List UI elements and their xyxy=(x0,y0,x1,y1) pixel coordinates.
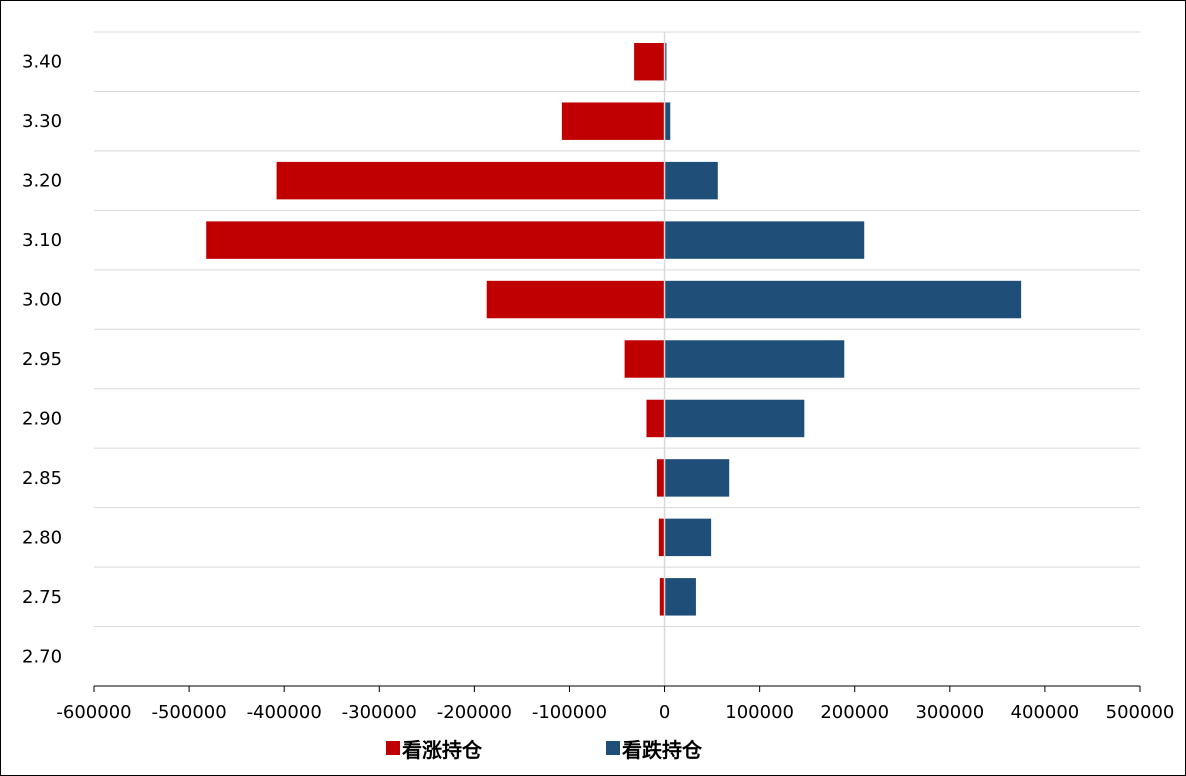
x-tick-label: 500000 xyxy=(1106,702,1175,723)
y-tick-label: 3.40 xyxy=(22,52,62,73)
legend-swatch xyxy=(606,741,620,755)
bar-call-3.30 xyxy=(561,102,665,140)
legend-label: 看跌持仓 xyxy=(622,738,703,762)
bar-put-2.75 xyxy=(664,578,696,616)
gridlines xyxy=(94,31,1140,628)
bar-put-3.20 xyxy=(664,161,718,200)
bar-put-2.80 xyxy=(664,518,712,557)
bar-call-3.20 xyxy=(276,161,665,200)
bars xyxy=(206,42,1022,616)
bar-call-3.40 xyxy=(634,42,665,81)
legend-swatch xyxy=(386,741,400,755)
x-tick-label: 200000 xyxy=(820,702,889,723)
y-tick-label: 2.85 xyxy=(22,468,62,489)
bar-call-2.90 xyxy=(646,399,665,438)
y-tick-label: 2.80 xyxy=(22,527,62,548)
bar-put-2.95 xyxy=(664,340,845,378)
bar-put-2.85 xyxy=(664,459,730,497)
bar-put-3.30 xyxy=(664,102,671,140)
x-tick-label: 100000 xyxy=(725,702,794,723)
x-tick-label: -300000 xyxy=(342,702,417,723)
y-axis-ticks: 2.70 2.75 2.80 2.85 2.90 2.95 3.00 3.10 3.20 3.30… xyxy=(22,52,62,668)
x-tick-label: 0 xyxy=(659,702,670,723)
bar-put-2.90 xyxy=(664,399,805,438)
bar-call-3.00 xyxy=(486,280,665,319)
bar-put-3.40 xyxy=(664,42,667,81)
bar-call-2.75 xyxy=(659,578,665,616)
bar-call-2.80 xyxy=(658,518,665,557)
bar-call-2.85 xyxy=(656,459,665,497)
y-tick-label: 3.00 xyxy=(22,290,62,311)
bar-call-2.95 xyxy=(624,340,665,378)
bar-put-3.10 xyxy=(664,221,865,259)
y-tick-label: 2.70 xyxy=(22,646,62,667)
x-tick-label: -600000 xyxy=(56,702,131,723)
y-tick-label: 3.30 xyxy=(22,111,62,132)
x-tick-label: -200000 xyxy=(437,702,512,723)
y-tick-label: 2.90 xyxy=(22,408,62,429)
legend: 看涨持仓 看跌持仓 xyxy=(386,738,703,762)
x-tick-label: -500000 xyxy=(151,702,226,723)
y-tick-label: 3.20 xyxy=(22,171,62,192)
bar-put-3.00 xyxy=(664,280,1022,319)
x-tick-label: 300000 xyxy=(915,702,984,723)
x-tick-label: -400000 xyxy=(247,702,322,723)
x-tick-label: -100000 xyxy=(532,702,607,723)
x-tick-label: 400000 xyxy=(1011,702,1080,723)
y-tick-label: 3.10 xyxy=(22,230,62,251)
y-tick-label: 2.75 xyxy=(22,587,62,608)
bar-call-3.10 xyxy=(206,221,665,259)
x-axis-ticks: -600000 -500000 -400000 -300000 -200000 -1000… xyxy=(56,686,1174,723)
y-tick-label: 2.95 xyxy=(22,349,62,370)
legend-label: 看涨持仓 xyxy=(402,738,483,762)
